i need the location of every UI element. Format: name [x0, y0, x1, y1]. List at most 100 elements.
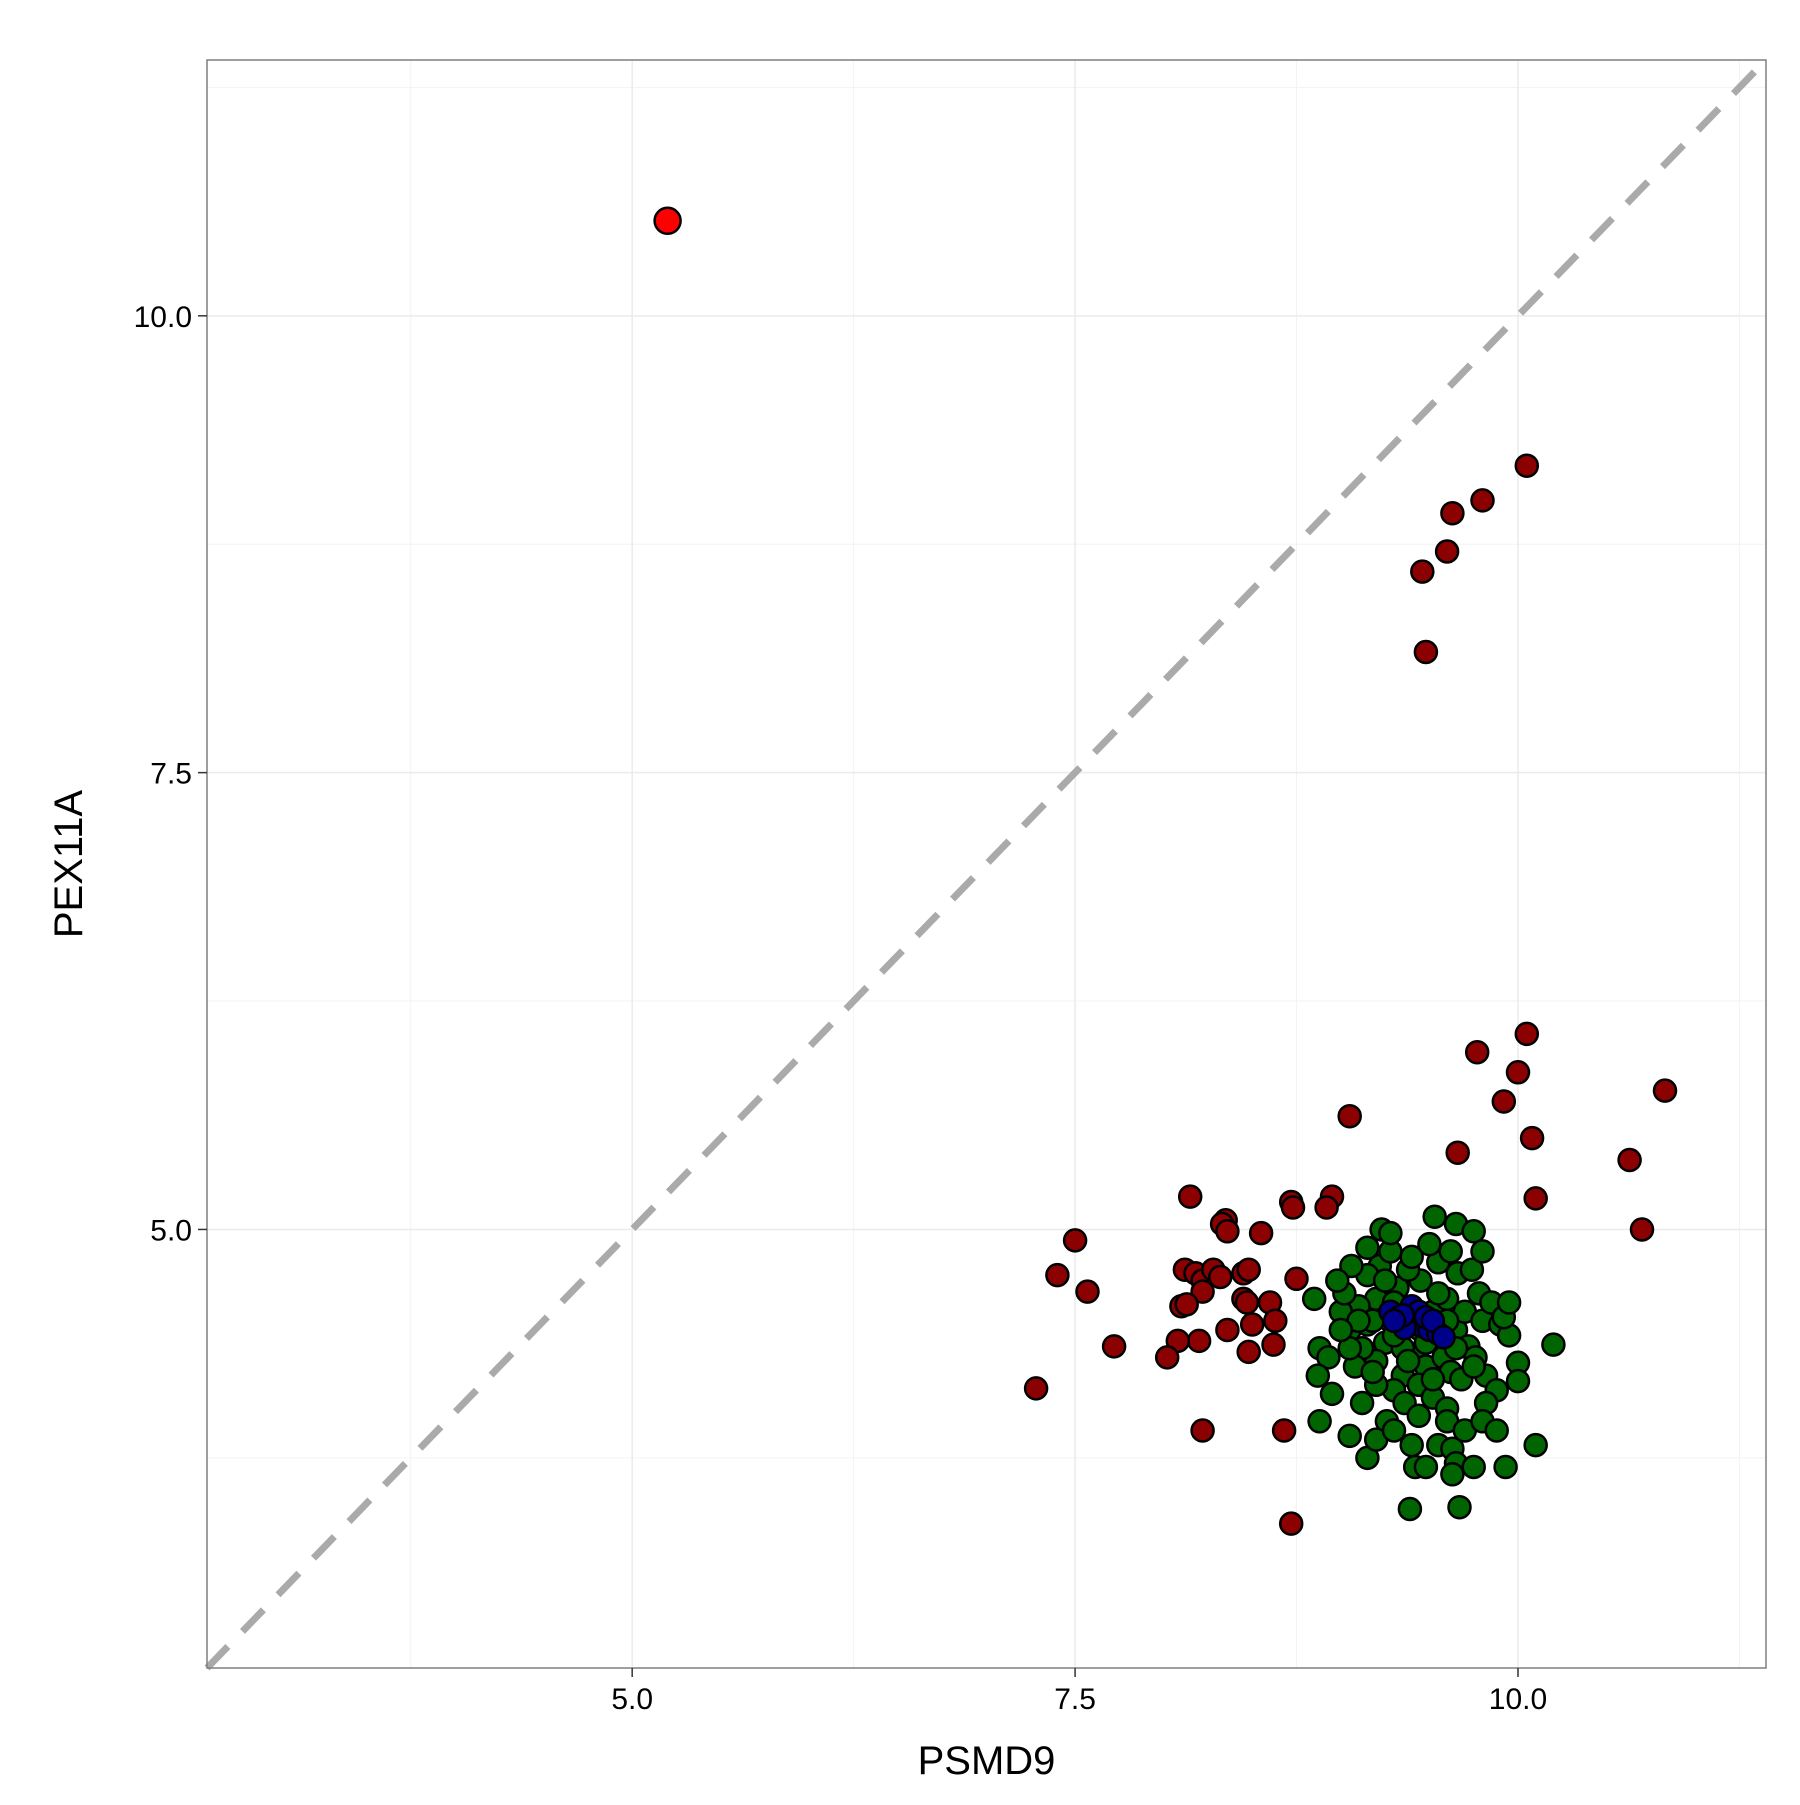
normal-data-point [1337, 1423, 1362, 1449]
outlier-data-point [1314, 1195, 1339, 1220]
outlier-data-point [1271, 1418, 1297, 1443]
normal-data-point [1301, 1286, 1327, 1312]
outlier-data-point [1174, 1292, 1199, 1317]
outlier-data-point [1236, 1257, 1261, 1282]
normal-data-point [1349, 1390, 1375, 1416]
outlier-data-point [1284, 1266, 1309, 1292]
normal-data-point [1496, 1290, 1522, 1315]
y-tick-label: 10.0 [134, 301, 192, 334]
outlier-data-point [1464, 1039, 1490, 1065]
normal-data-point [1316, 1345, 1341, 1370]
normal-data-point [1461, 1354, 1486, 1379]
outlier-data-point [1514, 453, 1540, 478]
normal-data-point [1493, 1454, 1518, 1480]
outlier-data-point [1177, 1184, 1203, 1209]
normal-data-point [1381, 1418, 1407, 1443]
normal-data-point [1325, 1268, 1350, 1293]
outlier-data-point [1413, 639, 1439, 665]
gridlines [207, 60, 1766, 1668]
outlier-data-point [1652, 1078, 1678, 1103]
normal-data-point [1378, 1220, 1403, 1246]
outlier-data-point [1045, 1262, 1070, 1288]
normal-data-point [1328, 1317, 1354, 1343]
outlier-data-point [1190, 1418, 1215, 1443]
normal-data-point [1307, 1409, 1332, 1434]
normal-data-point [1417, 1231, 1442, 1257]
outlier-data-point [1186, 1328, 1212, 1354]
center-data-point [1431, 1325, 1456, 1350]
normal-data-point [1470, 1239, 1495, 1264]
outlier-data-point [1208, 1264, 1233, 1290]
outlier-data-point [1445, 1140, 1470, 1165]
outlier-data-point [1101, 1334, 1127, 1359]
outlier-data-point [1023, 1376, 1049, 1401]
normal-data-point [1426, 1281, 1451, 1306]
normal-data-point [1399, 1432, 1424, 1458]
outlier-data-point [1470, 488, 1495, 513]
normal-data-point [1420, 1367, 1446, 1392]
outlier-data-point [1278, 1511, 1304, 1536]
outlier-data-point [1629, 1217, 1655, 1242]
x-tick-label: 7.5 [1054, 1683, 1096, 1716]
data-points [653, 206, 1678, 1536]
outlier-data-point [1337, 1103, 1362, 1129]
outlier-data-point [1215, 1219, 1240, 1244]
outlier-data-point [1239, 1312, 1265, 1337]
normal-data-point [1360, 1359, 1385, 1385]
outlier-data-point [1280, 1195, 1306, 1220]
normal-data-point [1395, 1348, 1421, 1374]
outlier-data-point [1410, 559, 1435, 584]
normal-data-point [1505, 1368, 1531, 1394]
outlier-data-point [1062, 1228, 1088, 1253]
normal-data-point [1305, 1363, 1331, 1388]
y-tick-label: 5.0 [150, 1214, 192, 1247]
normal-data-point [1447, 1494, 1472, 1520]
normal-data-point [1406, 1403, 1432, 1429]
outlier-data-point [1519, 1125, 1545, 1151]
outlier-data-point [1263, 1308, 1288, 1334]
normal-data-point [1523, 1432, 1548, 1458]
y-tick-label: 7.5 [150, 758, 192, 791]
highlight-data-point [653, 206, 682, 236]
normal-data-point [1319, 1381, 1345, 1407]
normal-data-point [1422, 1204, 1447, 1229]
reference-line-layer [204, 57, 1769, 1671]
normal-data-point [1372, 1268, 1398, 1293]
normal-data-point [1459, 1257, 1485, 1282]
y-axis-title: PEX11A [47, 790, 91, 939]
normal-data-point [1339, 1253, 1364, 1279]
normal-data-point [1541, 1332, 1566, 1357]
outlier-data-point [1514, 1021, 1540, 1047]
normal-data-point [1438, 1239, 1463, 1264]
x-tick-label: 10.0 [1489, 1683, 1547, 1716]
outlier-data-point [1215, 1317, 1240, 1343]
normal-data-point [1461, 1454, 1486, 1480]
outlier-data-point [1491, 1089, 1517, 1114]
panel-border [206, 59, 1767, 1669]
outlier-data-point [1234, 1290, 1260, 1315]
outlier-data-point [1190, 1279, 1215, 1304]
identity-reference-line [204, 57, 1769, 1671]
normal-data-point [1461, 1219, 1486, 1244]
center-data-point [1381, 1308, 1407, 1334]
normal-data-point [1484, 1418, 1509, 1443]
x-tick-label: 5.0 [611, 1683, 653, 1716]
outlier-data-point [1434, 539, 1460, 564]
outlier-data-point [1617, 1147, 1642, 1173]
outlier-data-point [1154, 1345, 1180, 1370]
x-axis-title: PSMD9 [918, 1739, 1056, 1783]
normal-data-point [1355, 1235, 1380, 1260]
outlier-data-point [1523, 1186, 1548, 1211]
outlier-data-point [1248, 1220, 1274, 1246]
normal-data-point [1440, 1462, 1465, 1487]
axes: 5.0 7.5 10.0 5.0 7.5 10.0 [134, 301, 1548, 1716]
outlier-data-point [1075, 1279, 1100, 1304]
normal-data-point [1397, 1496, 1423, 1522]
outlier-data-point [1440, 500, 1465, 526]
normal-data-point [1413, 1454, 1439, 1480]
outlier-data-point [1261, 1332, 1286, 1357]
outlier-data-point [1236, 1339, 1261, 1365]
